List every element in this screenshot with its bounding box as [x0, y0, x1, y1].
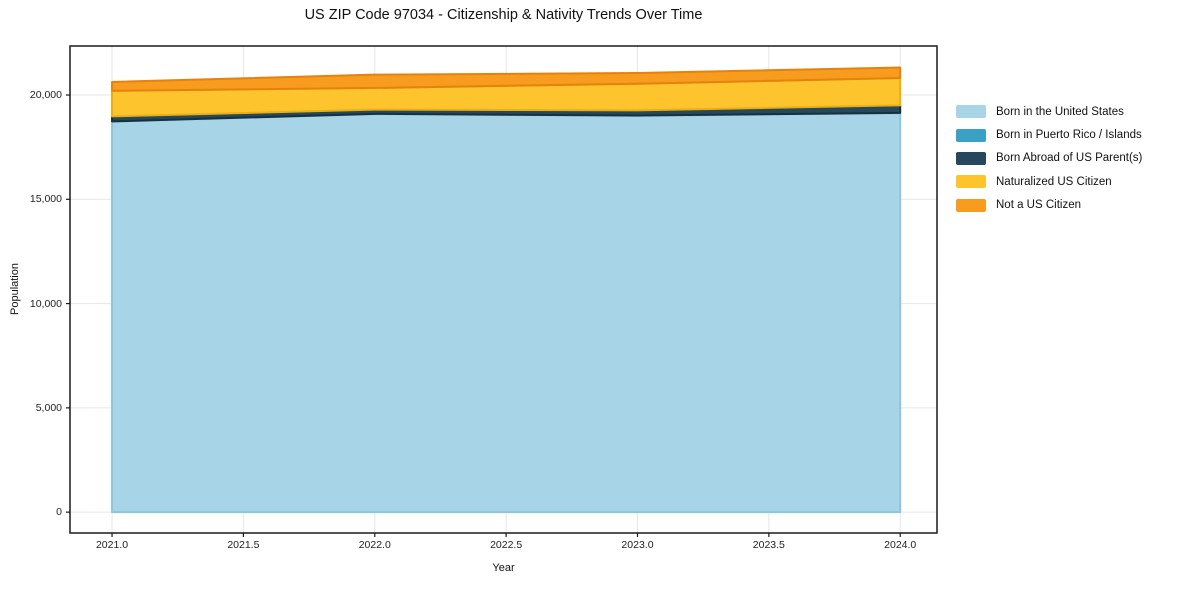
- x-tick-label: 2022.5: [490, 539, 523, 551]
- chart-title: US ZIP Code 97034 - Citizenship & Nativi…: [304, 7, 703, 23]
- legend-swatch-born-in-the-united-states: [956, 105, 986, 119]
- legend-label-born-in-puerto-rico-islands: Born in Puerto Rico / Islands: [996, 129, 1142, 142]
- legend-item-born-in-the-united-states: Born in the United States: [956, 100, 1142, 123]
- y-tick-label: 10,000: [29, 297, 62, 310]
- y-tick-label: 5,000: [35, 401, 62, 414]
- legend: Born in the United States Born in Puerto …: [956, 100, 1142, 217]
- x-axis-label: Year: [492, 562, 515, 574]
- y-tick-label: 15,000: [29, 193, 62, 206]
- y-tick-label: 0: [56, 506, 62, 519]
- y-tick-label: 20,000: [29, 89, 62, 101]
- legend-item-not-a-us-citizen: Not a US Citizen: [956, 194, 1142, 217]
- y-axis-label: Population: [9, 263, 21, 315]
- area-not-a-us-citizen: [111, 66, 902, 92]
- legend-item-born-in-puerto-rico-islands: Born in Puerto Rico / Islands: [956, 123, 1142, 146]
- legend-item-born-abroad-of-us-parent-s: Born Abroad of US Parent(s): [956, 147, 1142, 170]
- x-tick-label: 2024.0: [884, 539, 917, 551]
- legend-swatch-not-a-us-citizen: [956, 198, 986, 212]
- x-tick-label: 2022.0: [358, 539, 391, 551]
- plot-border: [69, 45, 938, 534]
- legend-label-born-in-the-united-states: Born in the United States: [996, 105, 1124, 118]
- legend-label-naturalized-us-citizen: Naturalized US Citizen: [996, 175, 1112, 188]
- x-tick-label: 2021.0: [95, 539, 129, 551]
- legend-label-not-a-us-citizen: Not a US Citizen: [996, 199, 1082, 212]
- legend-swatch-born-in-puerto-rico-islands: [956, 128, 986, 142]
- x-tick-label: 2023.5: [752, 539, 785, 551]
- x-tick-label: 2023.0: [621, 539, 654, 551]
- legend-swatch-born-abroad-of-us-parent-s: [956, 151, 986, 165]
- legend-label-born-abroad-of-us-parent-s: Born Abroad of US Parent(s): [996, 152, 1143, 165]
- legend-item-naturalized-us-citizen: Naturalized US Citizen: [956, 170, 1142, 193]
- x-tick-label: 2021.5: [227, 539, 260, 551]
- legend-swatch-naturalized-us-citizen: [956, 175, 986, 189]
- area-born-in-the-united-states: [111, 112, 902, 514]
